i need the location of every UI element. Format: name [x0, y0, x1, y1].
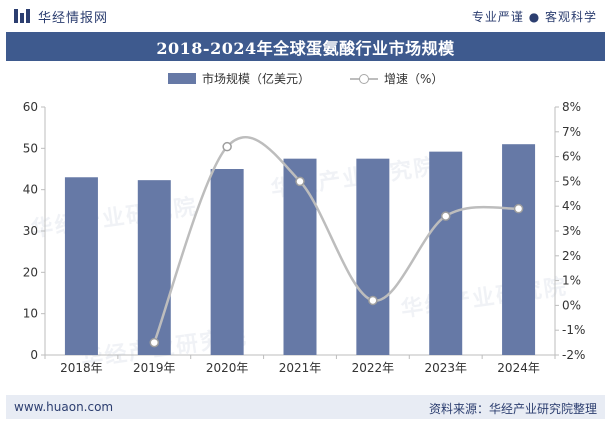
y-right-tick-label: 4% [562, 199, 581, 213]
y-right-tick-label: 5% [562, 174, 581, 188]
y-right-tick-label: -1% [562, 323, 585, 337]
legend-swatch-line [350, 73, 378, 85]
y-left-tick-label: 50 [23, 141, 38, 155]
footer-source: 资料来源：华经产业研究院整理 [428, 402, 597, 416]
top-bar: 华经情报网 专业严谨 ● 客观科学 [0, 0, 611, 32]
bar [356, 158, 390, 355]
y-right-tick-label: 2% [562, 249, 581, 263]
growth-point [368, 295, 378, 306]
y-right-tick-label: -2% [562, 348, 585, 362]
x-tick-label: 2024年 [497, 361, 540, 375]
logo-text: 华经情报网 [38, 10, 109, 26]
growth-point [222, 141, 232, 152]
bar [429, 151, 463, 355]
chart-canvas: 0 10 20 30 40 50 60 -2% -1% 0% 1% 2% 3% 4% 5% 6% 7% 8% 201… [23, 100, 586, 375]
y-left-tick-label: 40 [23, 183, 38, 197]
bar [283, 158, 317, 355]
x-tick-label: 2019年 [133, 361, 176, 375]
x-tick-label: 2022年 [352, 361, 395, 375]
y-right-tick-label: 1% [562, 274, 581, 288]
logo-bars-icon [14, 9, 32, 23]
bar [137, 180, 171, 355]
y-right-tick-label: 7% [562, 125, 581, 139]
x-tick-label: 2023年 [424, 361, 467, 375]
chart-title: 2018-2024年全球蛋氨酸行业市场规模 [156, 38, 455, 58]
y-right-tick-label: 3% [562, 224, 581, 238]
growth-point [149, 337, 160, 348]
y-left-tick-label: 30 [23, 224, 38, 238]
legend-item-bar: 市场规模（亿美元） [168, 70, 310, 87]
x-tick-label: 2021年 [279, 361, 322, 375]
legend-label-line: 增速（%） [384, 72, 444, 86]
footer: www.huaon.com 资料来源：华经产业研究院整理 [6, 395, 605, 419]
y-left-tick-label: 10 [23, 307, 38, 321]
growth-point [513, 203, 524, 214]
bar [210, 169, 244, 355]
chart-title-bar: 2018-2024年全球蛋氨酸行业市场规模 [6, 32, 605, 61]
logo: 华经情报网 [14, 8, 109, 26]
y-left-tick-label: 20 [23, 265, 38, 279]
x-tick-label: 2020年 [206, 361, 249, 375]
x-tick-label: 2018年 [60, 361, 103, 375]
legend: 市场规模（亿美元） 增速（%） [0, 70, 611, 88]
footer-url[interactable]: www.huaon.com [14, 400, 114, 414]
y-left-tick-label: 60 [23, 100, 38, 114]
growth-point [295, 176, 305, 187]
bar [502, 144, 536, 355]
legend-swatch-bar [168, 73, 196, 84]
growth-line [153, 135, 519, 344]
legend-item-line: 增速（%） [350, 70, 443, 87]
y-right-tick-label: 0% [562, 298, 581, 312]
y-left-tick-label: 0 [30, 348, 38, 362]
y-right-tick-label: 6% [562, 150, 581, 164]
growth-point [440, 211, 451, 221]
bar [64, 177, 98, 355]
y-right-tick-label: 8% [562, 100, 581, 114]
legend-label-bar: 市场规模（亿美元） [202, 72, 311, 86]
slogan: 专业严谨 ● 客观科学 [471, 10, 597, 24]
